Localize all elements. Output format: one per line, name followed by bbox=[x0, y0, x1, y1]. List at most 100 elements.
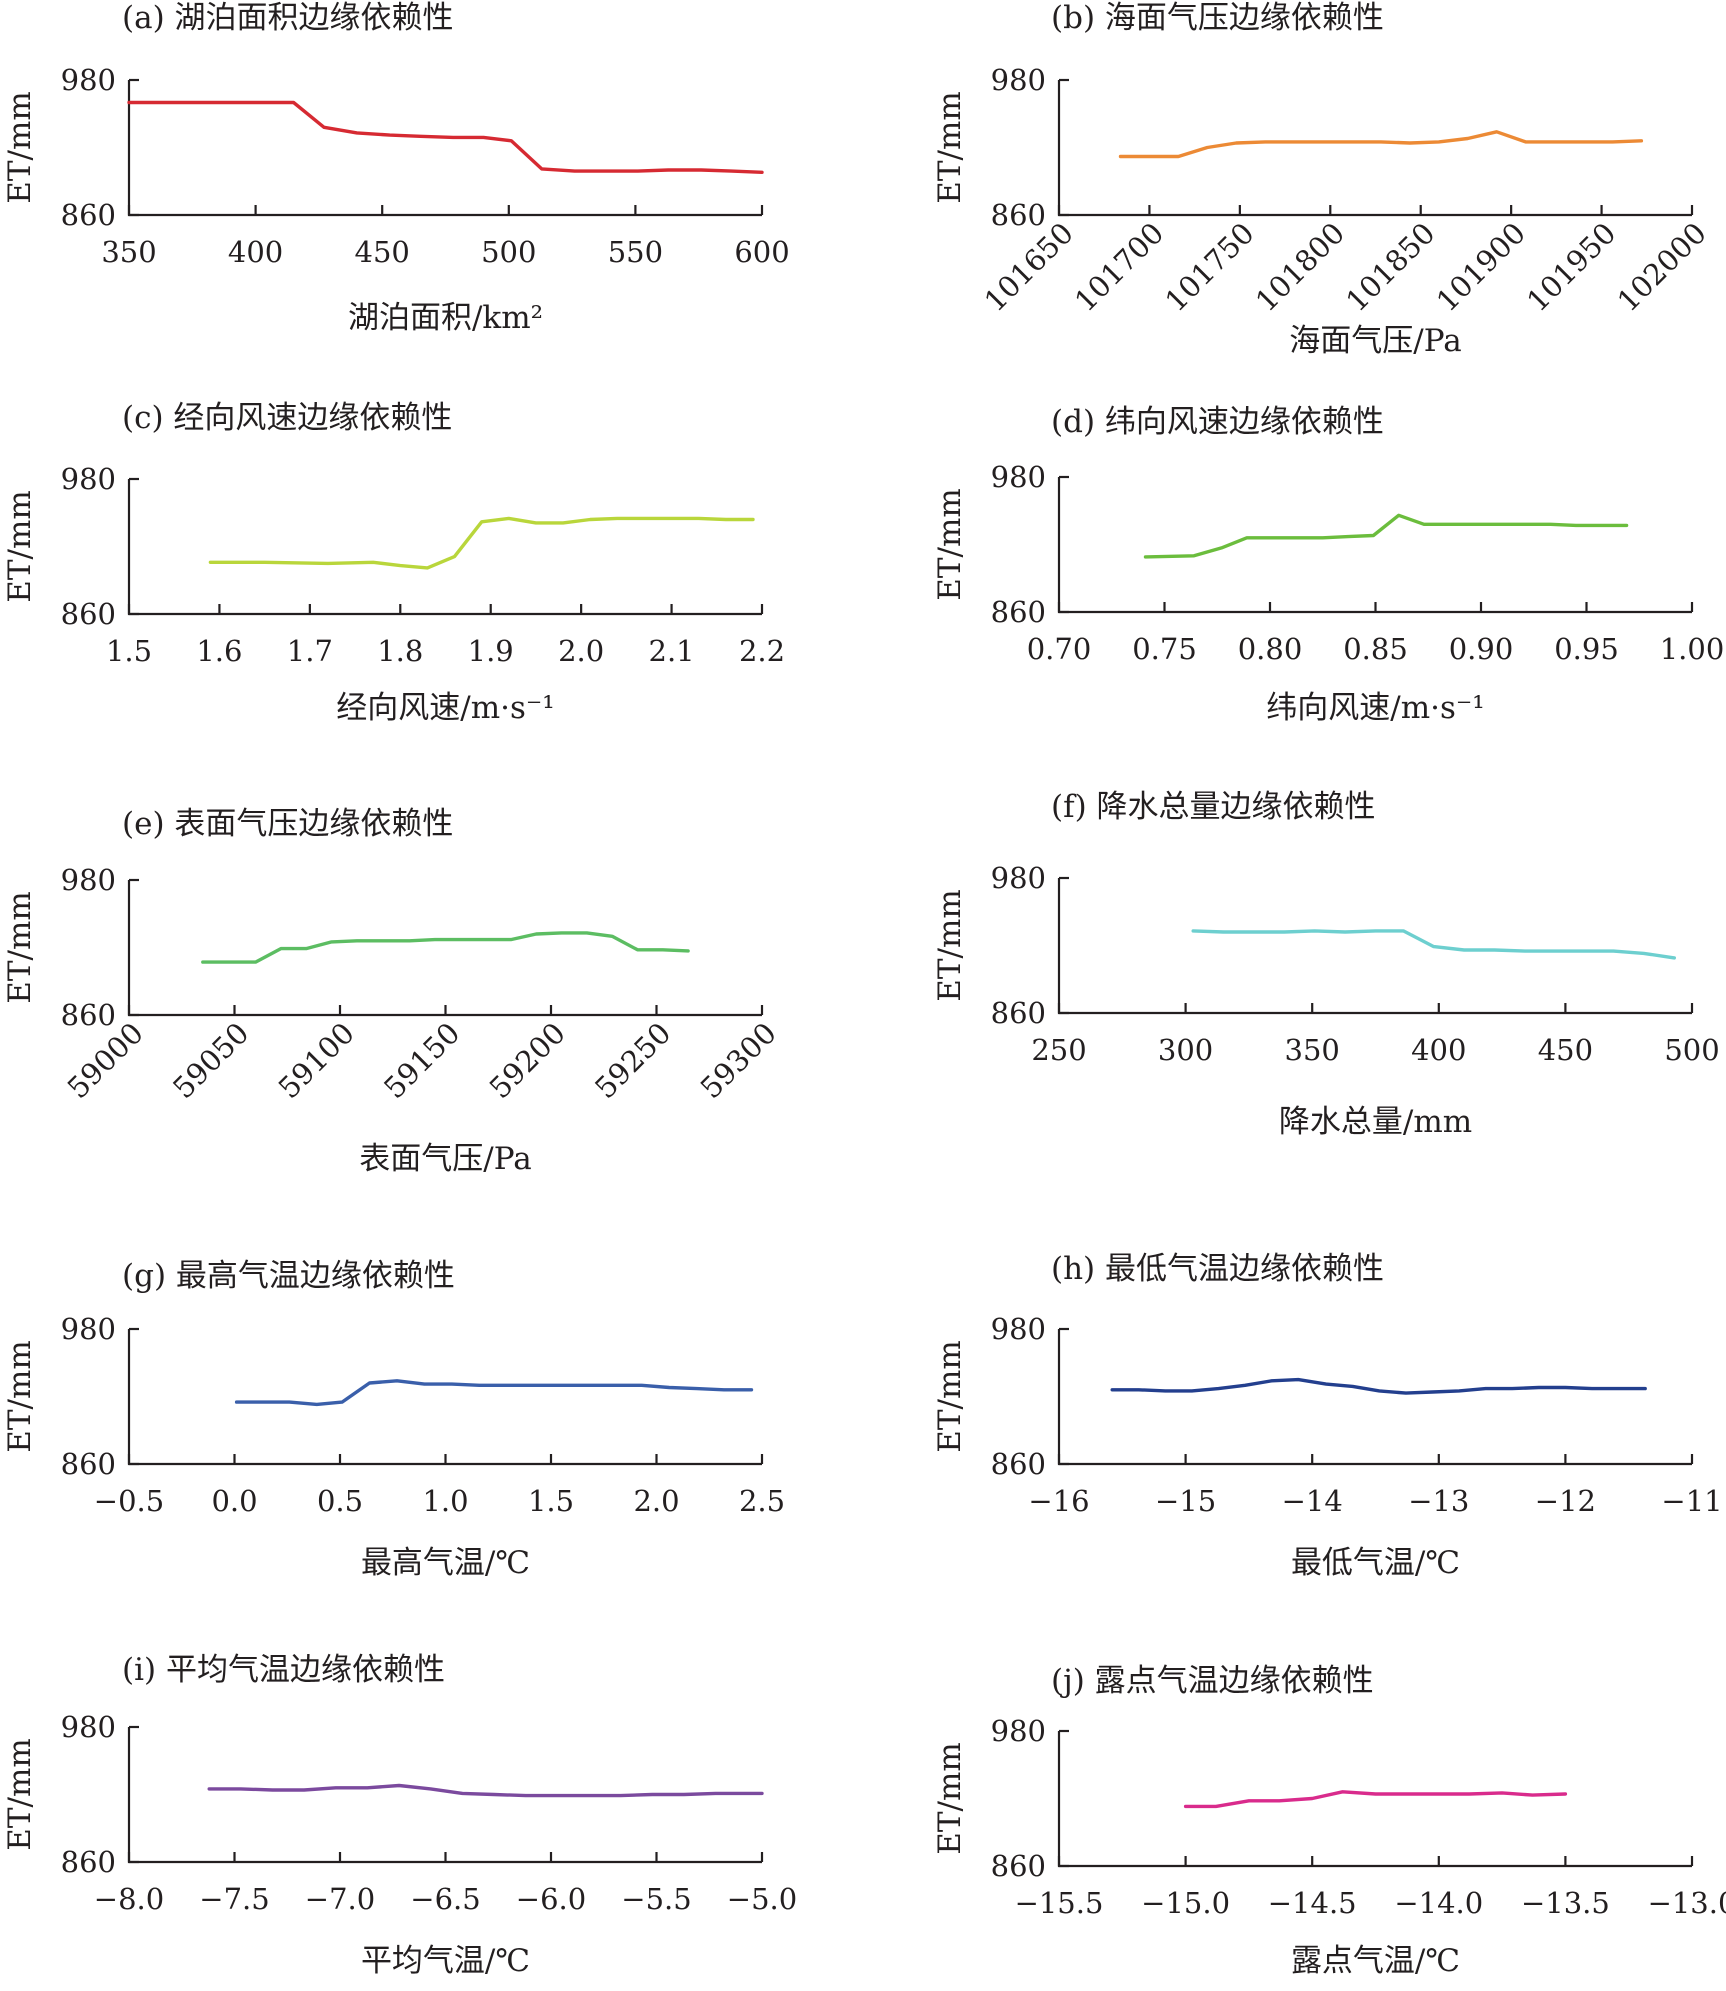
data-point bbox=[1222, 931, 1225, 934]
panel-title: (d) 纬向风速边缘依赖性 bbox=[1051, 404, 1384, 440]
data-point bbox=[1344, 931, 1347, 934]
data-point bbox=[640, 1384, 643, 1387]
data-point bbox=[1423, 523, 1426, 526]
axis-lines bbox=[1057, 80, 1692, 217]
data-point bbox=[1642, 952, 1645, 955]
data-point bbox=[1374, 929, 1377, 932]
data-point bbox=[305, 947, 308, 950]
data-point bbox=[1184, 1805, 1187, 1808]
x-tick-label: −7.5 bbox=[199, 1882, 269, 1916]
x-axis-label: 最高气温/℃ bbox=[361, 1545, 530, 1581]
y-tick-label: 860 bbox=[991, 996, 1046, 1030]
data-point bbox=[271, 1789, 274, 1792]
data-point bbox=[752, 518, 755, 521]
axis-lines bbox=[127, 80, 762, 217]
data-point bbox=[1437, 1793, 1440, 1796]
data-point bbox=[239, 1787, 242, 1790]
x-tick-label: −8.0 bbox=[94, 1882, 164, 1916]
x-tick-label: 59200 bbox=[483, 1016, 572, 1105]
data-point bbox=[1448, 523, 1451, 526]
data-point bbox=[1600, 524, 1603, 527]
y-tick-label: 980 bbox=[61, 1312, 116, 1346]
axis-lines bbox=[127, 1329, 762, 1466]
data-point bbox=[1611, 140, 1614, 143]
panel-title: (f) 降水总量边缘依赖性 bbox=[1051, 789, 1376, 825]
x-tick-label: 0.80 bbox=[1238, 632, 1303, 666]
data-point bbox=[636, 948, 639, 951]
x-axis-label: 经向风速/m·s⁻¹ bbox=[336, 690, 554, 726]
x-tick-label: −5.5 bbox=[621, 1882, 691, 1916]
data-point bbox=[1584, 950, 1587, 953]
data-point bbox=[355, 131, 358, 134]
series-line bbox=[1143, 513, 1629, 559]
data-point bbox=[730, 170, 733, 173]
series-line bbox=[201, 931, 690, 964]
x-tick-label: 59100 bbox=[272, 1016, 361, 1105]
data-point bbox=[478, 1384, 481, 1387]
x-axis-label: 湖泊面积/km² bbox=[348, 300, 543, 336]
data-point bbox=[604, 170, 607, 173]
data-point bbox=[484, 938, 487, 941]
data-point bbox=[585, 1384, 588, 1387]
x-tick-label: 0.85 bbox=[1343, 632, 1408, 666]
x-tick-label: −5.0 bbox=[727, 1882, 797, 1916]
x-tick-label: 500 bbox=[481, 235, 536, 269]
data-point bbox=[1473, 523, 1476, 526]
y-tick-label: 980 bbox=[61, 63, 116, 97]
data-point bbox=[208, 1787, 211, 1790]
data-point bbox=[619, 1794, 622, 1797]
data-point bbox=[1137, 1388, 1140, 1391]
x-tick-label: −13.0 bbox=[1648, 1886, 1726, 1920]
x-tick-label: 102000 bbox=[1611, 216, 1713, 318]
data-point bbox=[1644, 1387, 1647, 1390]
x-tick-label: 59250 bbox=[588, 1016, 677, 1105]
series-line bbox=[234, 1379, 754, 1407]
data-point bbox=[670, 517, 673, 520]
data-point bbox=[700, 169, 703, 172]
y-axis-label: ET/mm bbox=[932, 488, 968, 601]
x-tick-label: 0.75 bbox=[1132, 632, 1197, 666]
series-line bbox=[1183, 1790, 1568, 1809]
x-tick-label: 300 bbox=[1158, 1033, 1213, 1067]
data-point bbox=[1313, 929, 1316, 932]
data-point bbox=[1297, 1378, 1300, 1381]
data-point bbox=[1148, 155, 1151, 158]
data-point bbox=[534, 521, 537, 524]
data-point bbox=[459, 938, 462, 941]
data-point bbox=[1617, 1387, 1620, 1390]
data-point bbox=[450, 1383, 453, 1386]
data-point bbox=[1347, 535, 1350, 538]
data-point bbox=[509, 938, 512, 941]
data-point bbox=[1554, 950, 1557, 953]
data-point bbox=[1253, 931, 1256, 934]
data-point bbox=[697, 517, 700, 520]
data-point bbox=[1612, 950, 1615, 953]
data-point bbox=[562, 521, 565, 524]
data-point bbox=[1321, 536, 1324, 539]
data-point bbox=[1523, 950, 1526, 953]
x-axis-label: 平均气温/℃ bbox=[361, 1943, 530, 1979]
x-tick-label: −0.5 bbox=[94, 1484, 164, 1518]
data-point bbox=[1582, 140, 1585, 143]
data-point bbox=[1190, 1389, 1193, 1392]
data-point bbox=[723, 1388, 726, 1391]
data-point bbox=[505, 1384, 508, 1387]
data-point bbox=[1296, 536, 1299, 539]
x-tick-label: 0.0 bbox=[211, 1484, 257, 1518]
data-point bbox=[1463, 949, 1466, 952]
data-point bbox=[493, 1793, 496, 1796]
data-point bbox=[535, 933, 538, 936]
data-point bbox=[1372, 534, 1375, 537]
y-axis-label: ET/mm bbox=[2, 891, 38, 1004]
data-point bbox=[524, 1794, 527, 1797]
data-point bbox=[616, 517, 619, 520]
x-tick-label: −15.0 bbox=[1141, 1886, 1230, 1920]
series-line bbox=[208, 516, 755, 570]
panel-title: (e) 表面气压边缘依赖性 bbox=[122, 806, 453, 842]
data-point bbox=[366, 1786, 369, 1789]
x-tick-label: −14 bbox=[1282, 1484, 1343, 1518]
